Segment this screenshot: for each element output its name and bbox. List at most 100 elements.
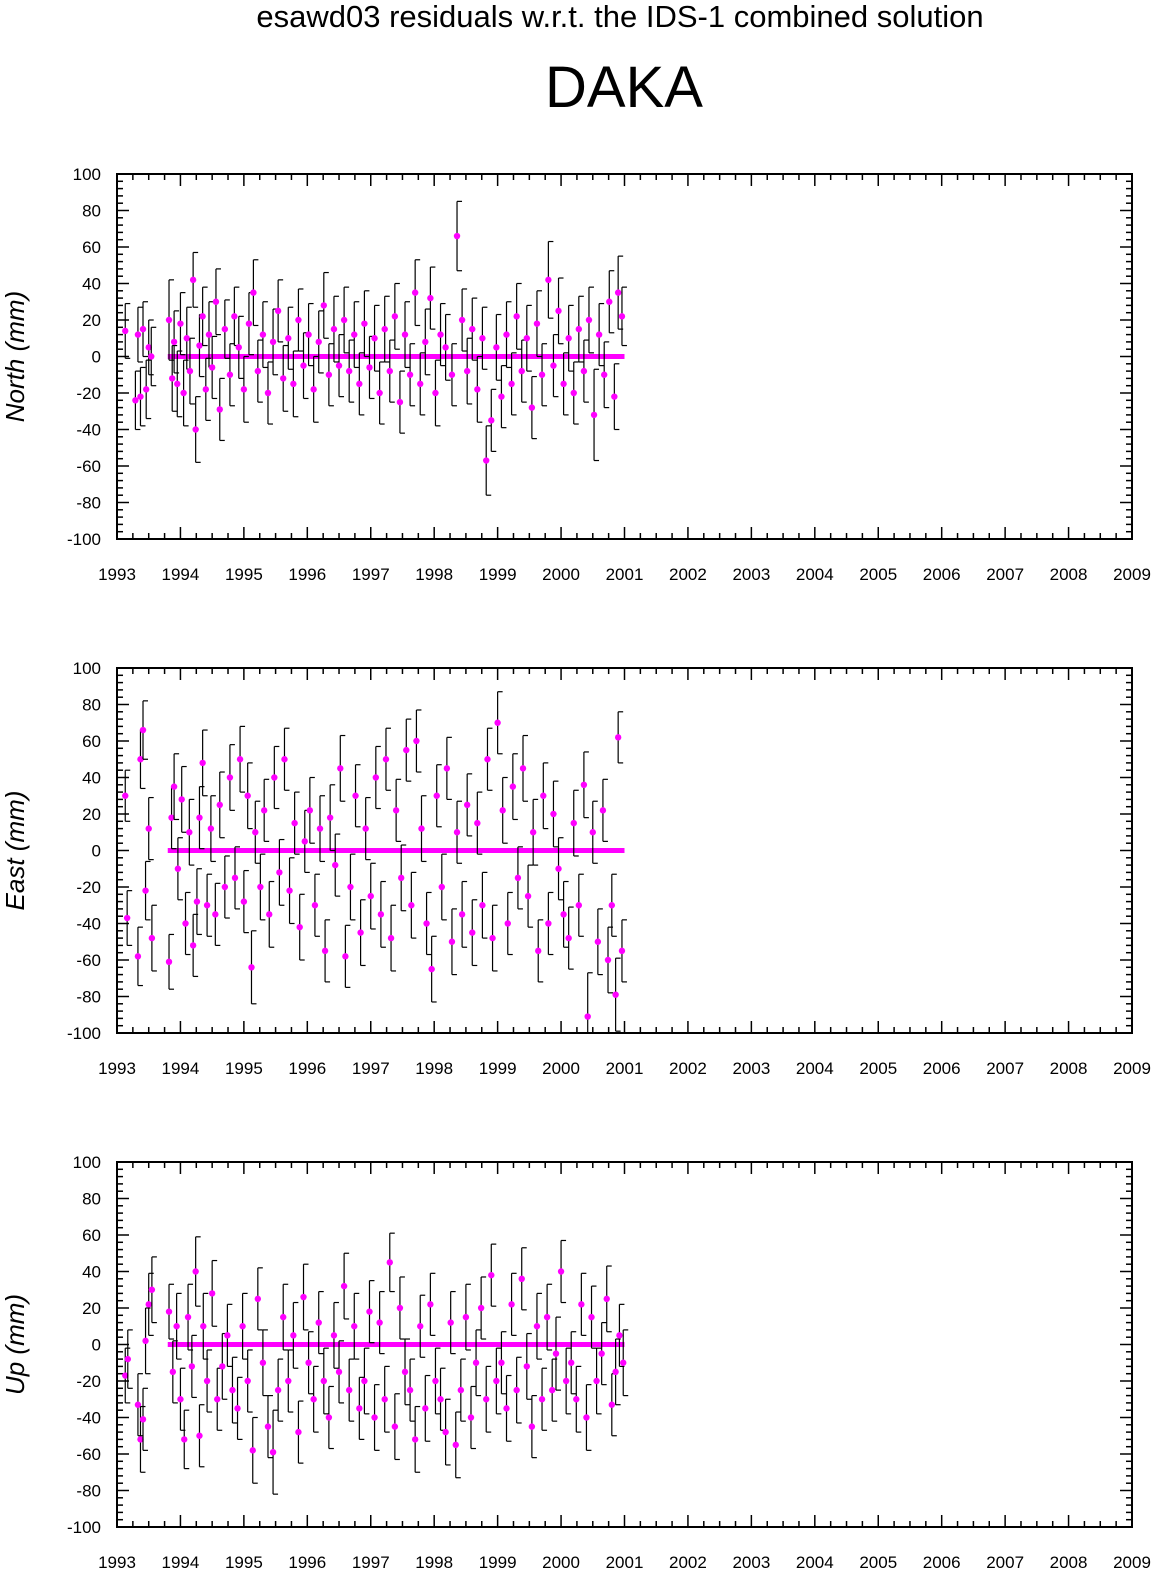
- data-point: [535, 947, 542, 955]
- y-tick-label: 40: [82, 1263, 101, 1282]
- data-point: [200, 1323, 207, 1330]
- data-point: [362, 825, 369, 832]
- data-point: [221, 325, 229, 333]
- data-point: [398, 874, 405, 882]
- data-point: [448, 938, 456, 945]
- data-point: [320, 1377, 328, 1385]
- data-point: [321, 947, 329, 955]
- data-point: [477, 1304, 485, 1312]
- data-point: [442, 1428, 449, 1436]
- y-tick-label: 20: [82, 311, 101, 330]
- data-point: [391, 1423, 399, 1430]
- data-point: [202, 386, 210, 393]
- data-point: [595, 331, 603, 338]
- x-tick-label: 1997: [352, 565, 390, 584]
- x-tick-label: 2003: [732, 1553, 770, 1572]
- data-point: [340, 1282, 348, 1290]
- data-point: [229, 1386, 236, 1394]
- data-point: [603, 1295, 610, 1303]
- data-point: [467, 1414, 475, 1421]
- x-tick-label: 2003: [732, 565, 770, 584]
- y-tick-label: -20: [76, 878, 101, 897]
- y-tick-label: -80: [76, 988, 101, 1007]
- x-tick-label: 2005: [859, 1553, 897, 1572]
- x-tick-label: 1994: [162, 1059, 200, 1078]
- data-point: [280, 1313, 287, 1321]
- y-tick-label: 80: [82, 1190, 101, 1209]
- data-point: [545, 276, 552, 284]
- data-point: [570, 819, 577, 827]
- data-point: [260, 807, 268, 814]
- data-point: [264, 389, 272, 397]
- data-point: [137, 1436, 144, 1443]
- data-point: [216, 406, 223, 413]
- data-point: [199, 759, 206, 767]
- data-point: [386, 1259, 393, 1266]
- data-point: [462, 1313, 470, 1321]
- data-point: [177, 1396, 184, 1403]
- data-point: [259, 1359, 267, 1366]
- data-point: [508, 1301, 515, 1308]
- y-tick-label: 80: [82, 696, 101, 715]
- data-point: [193, 898, 201, 905]
- data-point: [332, 861, 339, 869]
- data-point: [281, 756, 288, 763]
- data-point: [589, 829, 596, 836]
- data-point: [352, 792, 359, 799]
- x-tick-label: 2006: [923, 565, 961, 584]
- x-tick-label: 1999: [479, 565, 517, 584]
- data-point: [599, 807, 607, 814]
- data-point: [606, 298, 613, 305]
- data-point: [305, 1359, 312, 1366]
- x-tick-label: 2001: [606, 1553, 644, 1572]
- data-point: [132, 397, 139, 404]
- data-point: [295, 316, 302, 324]
- y-tick-label: 60: [82, 732, 101, 751]
- data-point: [203, 902, 211, 909]
- x-tick-label: 2007: [986, 1553, 1024, 1572]
- x-tick-label: 2008: [1050, 1553, 1088, 1572]
- data-point: [216, 801, 223, 809]
- x-tick-label: 2008: [1050, 1059, 1088, 1078]
- data-point: [585, 316, 593, 324]
- x-tick-label: 2004: [796, 1059, 834, 1078]
- data-point: [252, 829, 259, 836]
- data-point: [134, 953, 142, 960]
- data-point: [552, 1350, 560, 1357]
- y-tick-label: -60: [76, 457, 101, 476]
- data-point: [276, 869, 283, 876]
- data-point: [545, 920, 552, 927]
- data-point: [555, 865, 562, 872]
- data-point: [401, 331, 409, 338]
- data-point: [406, 1386, 414, 1394]
- data-point: [305, 331, 312, 338]
- data-point: [199, 313, 206, 320]
- data-point: [474, 386, 481, 393]
- data-point: [432, 1377, 439, 1385]
- data-point: [479, 902, 486, 909]
- data-point: [386, 367, 393, 375]
- x-tick-label: 2000: [542, 565, 580, 584]
- data-point: [207, 825, 215, 832]
- y-tick-label: -60: [76, 951, 101, 970]
- data-point: [290, 1332, 297, 1339]
- data-point: [513, 1386, 520, 1394]
- data-point: [142, 1337, 149, 1345]
- data-point: [274, 1386, 282, 1394]
- data-point: [145, 344, 152, 351]
- data-point: [417, 380, 424, 388]
- y-tick-label: 60: [82, 238, 101, 257]
- data-point: [335, 362, 343, 369]
- data-point: [122, 792, 129, 799]
- x-tick-label: 1996: [288, 1553, 326, 1572]
- data-point: [432, 389, 439, 397]
- y-tick-label: 20: [82, 805, 101, 824]
- y-axis-label: Up (mm): [0, 1294, 30, 1395]
- data-point: [376, 389, 383, 397]
- data-point: [315, 338, 322, 346]
- data-point: [620, 1359, 627, 1366]
- data-point: [518, 367, 525, 375]
- data-point: [573, 1396, 580, 1403]
- data-point: [250, 289, 257, 296]
- data-point: [240, 898, 248, 905]
